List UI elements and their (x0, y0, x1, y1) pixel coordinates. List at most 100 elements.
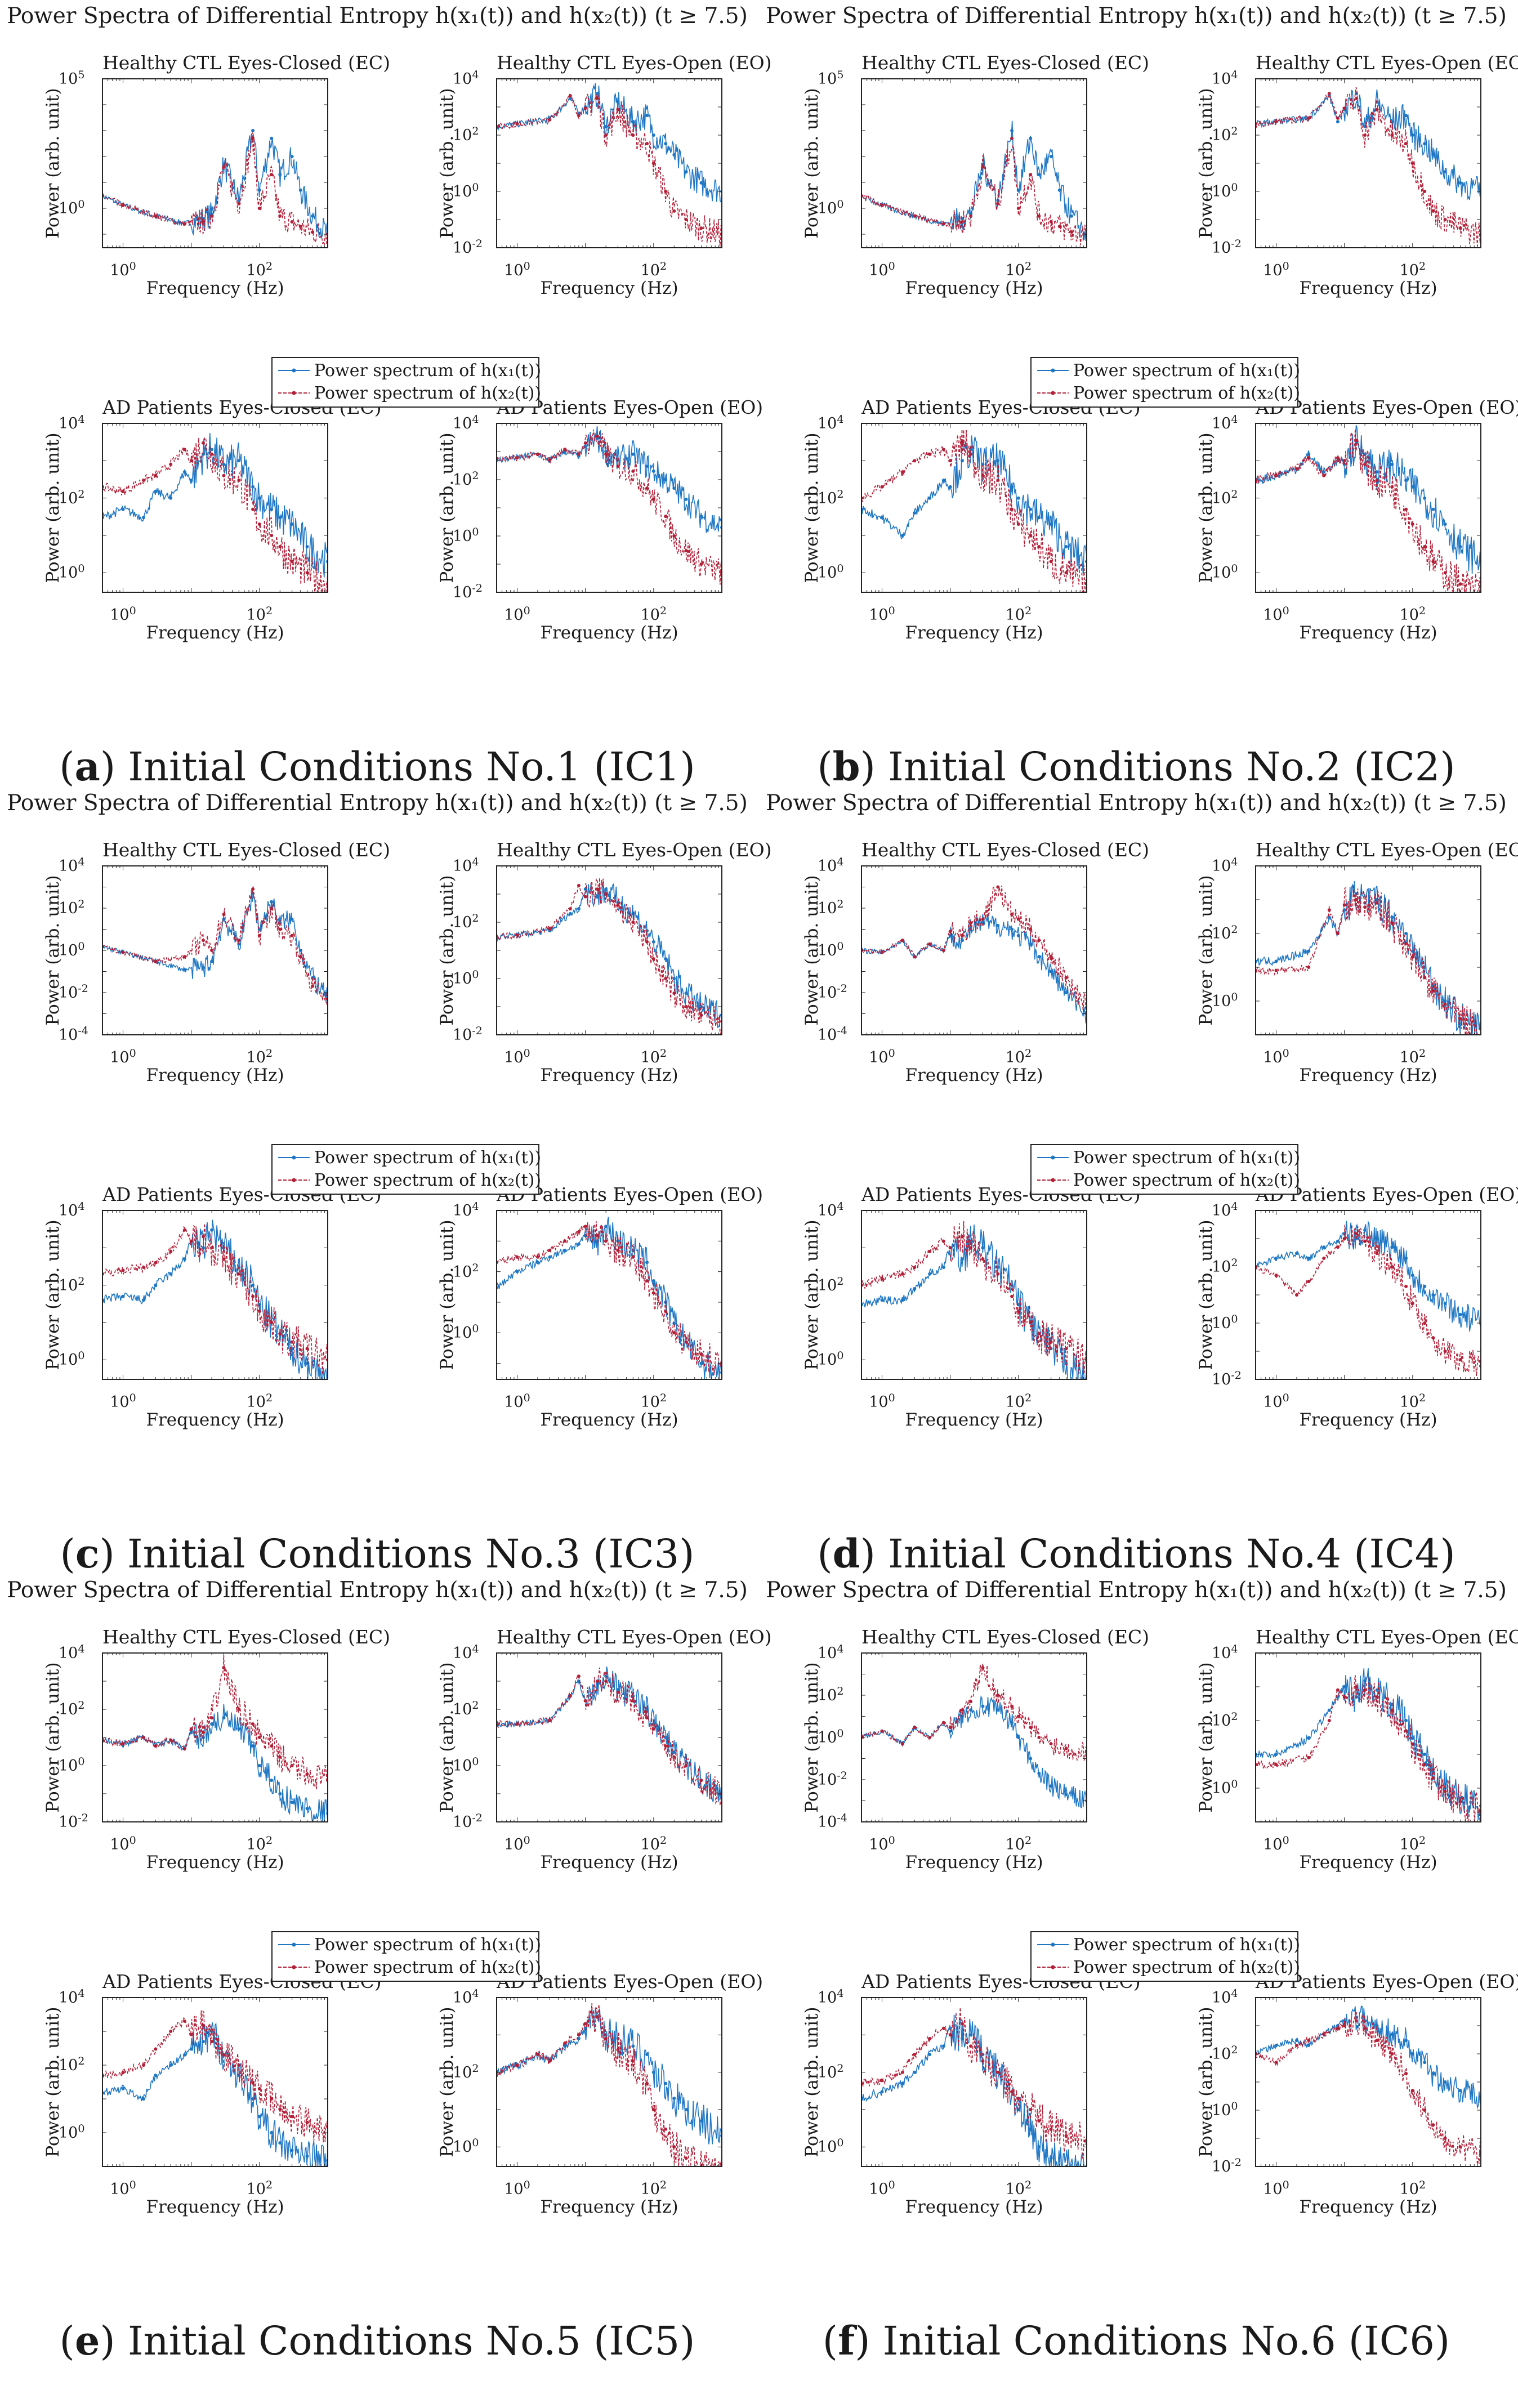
x2-data-point (583, 895, 587, 899)
x2-data-point (305, 1347, 309, 1351)
legend-x1-swatch (1037, 1942, 1069, 1947)
x1-data-point (1064, 545, 1068, 548)
y-tick-label: 100 (59, 940, 85, 959)
x2-spectrum-line (102, 886, 328, 1007)
x-tick-label: 100 (1263, 1834, 1289, 1853)
y-tick-label: 100 (59, 1755, 85, 1775)
x1-spectrum-line (497, 1217, 722, 1379)
subplot: Healthy CTL Eyes-Closed (EC) 100 105 100 102… (802, 52, 1149, 298)
x1-data-point (1274, 2043, 1278, 2047)
y-tick-label: 10-4 (818, 1025, 847, 1044)
x2-data-point (1363, 905, 1367, 909)
subplot: Healthy CTL Eyes-Open (EO) 10-2 100 102 104 1… (437, 839, 772, 1085)
x2-data-point (961, 2022, 964, 2026)
subplot: AD Patients Eyes-Closed (EC) 100 102 104 100… (43, 1971, 382, 2217)
x2-data-point (278, 1332, 282, 1335)
x2-data-point (1458, 582, 1462, 586)
x2-data-point (1390, 1265, 1394, 1268)
x2-data-point (1307, 1755, 1311, 1759)
x1-data-point (1016, 933, 1020, 937)
x2-data-point (290, 560, 294, 564)
x2-data-point (651, 957, 655, 961)
x2-data-point (631, 1699, 635, 1703)
subplot: Healthy CTL Eyes-Closed (EC) 10-4 10-2 100 1… (802, 839, 1149, 1085)
x1-data-point (645, 1261, 649, 1265)
x2-data-point (969, 452, 973, 456)
x2-data-point (169, 462, 173, 466)
x1-data-point (1327, 1708, 1331, 1712)
x1-data-point (981, 1704, 985, 1708)
x1-data-point (202, 966, 205, 970)
subplot-title: Healthy CTL Eyes-Open (EO) (1256, 52, 1518, 74)
panel-suptitle: Power Spectra of Differential Entropy h(… (7, 3, 748, 29)
x1-data-point (631, 2044, 635, 2048)
subplot: AD Patients Eyes-Closed (EC) 100 102 104 100… (43, 1183, 382, 1430)
x1-data-point (941, 479, 945, 482)
series-x2 (861, 885, 1087, 1013)
x2-data-point (1443, 2137, 1447, 2140)
plot-background (861, 1998, 1087, 2166)
spectrum-plot (861, 865, 1087, 1035)
x1-data-point (1010, 485, 1014, 489)
x1-data-point (672, 2097, 676, 2100)
y-axis-label-text: Power (arb. unit) (802, 875, 822, 1026)
legend-entry: Power spectrum of h(x₂(t)) (277, 1169, 541, 1191)
axes-frame (496, 1210, 722, 1380)
caption-text: Initial Conditions No.4 (IC4) (888, 1531, 1456, 1577)
x1-data-point (1410, 133, 1414, 137)
x2-data-point (1423, 2108, 1427, 2112)
x2-data-point (596, 1234, 599, 1237)
spectrum-plot (1255, 1997, 1481, 2167)
panel-caption: (a) Initial Conditions No.1 (IC1) (59, 743, 695, 790)
legend-label: Power spectrum of h(x₁(t)) (314, 1147, 542, 1168)
x2-data-point (1307, 116, 1311, 120)
x2-data-point (189, 1239, 193, 1243)
axes-frame (861, 78, 1087, 248)
y-tick-label: 104 (59, 413, 85, 432)
x2-data-point (1322, 2032, 1326, 2036)
x1-data-point (996, 923, 1000, 927)
x2-spectrum-line (861, 2007, 1087, 2159)
y-tick-label: 104 (1212, 1987, 1238, 2007)
x1-data-point (901, 534, 904, 537)
x2-data-point (941, 2026, 945, 2030)
x1-data-point (1336, 1695, 1340, 1699)
x-tick-label: 100 (869, 1834, 895, 1853)
y-tick-label: 104 (59, 1200, 85, 1219)
x2-data-point (941, 949, 945, 952)
x1-spectrum-line (102, 2022, 328, 2166)
x1-data-point (604, 1225, 608, 1228)
series-x2 (497, 93, 722, 247)
x1-data-point (298, 188, 302, 192)
x1-data-point (664, 1736, 668, 1739)
x1-data-point (1375, 1688, 1379, 1692)
y-tick-label: 10-2 (453, 238, 483, 257)
x2-data-point (583, 106, 587, 110)
x1-data-point (880, 2090, 884, 2094)
y-axis-label-text: Power (arb. unit) (802, 1219, 822, 1370)
x2-data-point (210, 214, 214, 218)
axes-frame (861, 1997, 1087, 2167)
x2-data-point (996, 2070, 1000, 2074)
x2-data-point (1274, 473, 1278, 477)
plot-background (497, 79, 722, 248)
x2-spectrum-line (861, 885, 1087, 1013)
x1-data-point (1342, 1685, 1346, 1688)
x1-data-point (1049, 522, 1053, 526)
y-tick-label: 104 (453, 413, 479, 432)
x2-data-point (182, 1228, 186, 1232)
x1-data-point (251, 129, 255, 132)
x1-data-point (1037, 2145, 1041, 2149)
x2-data-point (1431, 2123, 1435, 2127)
legend-entry: Power spectrum of h(x₁(t)) (277, 359, 541, 382)
x2-spectrum-line (497, 877, 722, 1035)
x2-spectrum-line (102, 1655, 328, 1790)
x2-data-point (631, 1255, 635, 1259)
x1-data-point (1295, 2039, 1298, 2043)
x2-data-point (1010, 136, 1014, 140)
y-axis-label-text: Power (arb. unit) (437, 1219, 457, 1370)
y-tick-label: 100 (818, 198, 844, 217)
y-axis-label-text: Power (arb. unit) (43, 88, 63, 239)
x-tick-label: 102 (1399, 605, 1426, 624)
x2-data-point (154, 473, 158, 477)
